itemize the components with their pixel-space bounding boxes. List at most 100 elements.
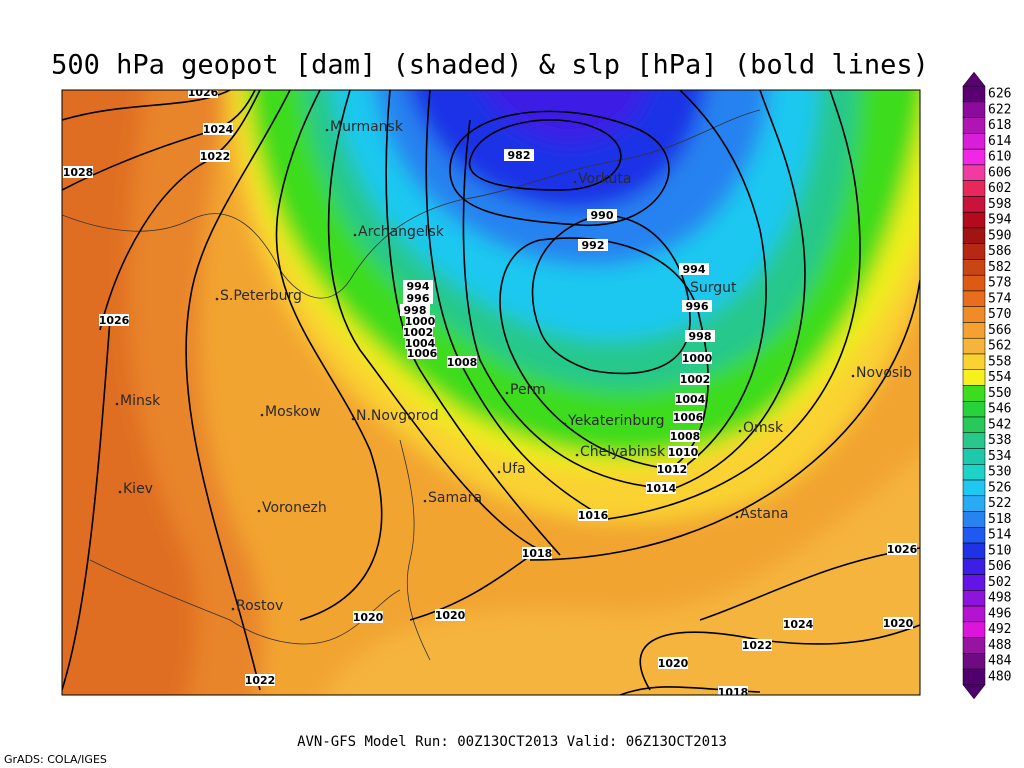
colorbar-label: 550 [988, 386, 1011, 401]
city-marker [353, 233, 357, 237]
colorbar-label: 534 [988, 449, 1012, 464]
city-label: Moskow [265, 404, 321, 420]
city-marker [851, 374, 855, 378]
colorbar-swatch [962, 337, 986, 355]
colorbar-swatch [962, 259, 986, 276]
colorbar-swatch [962, 527, 986, 544]
isobar [185, 90, 291, 691]
colorbar-swatch [962, 464, 986, 481]
city-label: Minsk [120, 393, 161, 409]
shade-562 [326, 454, 920, 695]
colorbar-label: 488 [988, 638, 1011, 653]
isobar-label: 1024 [203, 123, 234, 136]
city-marker [260, 413, 264, 417]
coast-volga [399, 439, 431, 661]
isobar-label-bg [682, 300, 712, 312]
colorbar-swatch [962, 196, 986, 213]
isobar-label: 998 [689, 330, 712, 343]
city-label: Voronezh [262, 500, 327, 516]
isobar [62, 90, 256, 191]
isobar-label-bg [646, 482, 676, 494]
city-label: Surgut [690, 280, 737, 296]
isobar-label-bg [504, 149, 534, 161]
colorbar-swatch [962, 511, 986, 528]
colorbar-swatch [962, 385, 986, 402]
isobar-label-bg [883, 617, 913, 629]
isobar [99, 90, 261, 331]
isobar-label: 998 [404, 304, 427, 317]
isobar [468, 119, 622, 191]
model-run-caption: AVN-GFS Model Run: 00Z13OCT2013 Valid: 0… [297, 734, 727, 750]
colorbar-label: 518 [988, 512, 1011, 527]
colorbar-swatch [962, 353, 986, 370]
colorbar-label: 554 [988, 370, 1012, 385]
colorbar-label: 586 [988, 244, 1011, 259]
isobar-label: 1002 [680, 373, 711, 386]
isobar-label-bg [403, 326, 433, 338]
isobar-label-bg [200, 150, 230, 162]
city-labels: Murmansk Vorkuta Archangelsk Surgut S.Peterb… [115, 119, 912, 614]
colorbar-swatch [962, 605, 986, 623]
isobar-label: 1020 [658, 657, 689, 670]
isobar-label-bg [783, 618, 813, 630]
city-label: Perm [510, 382, 546, 398]
isobar-label: 1012 [657, 463, 688, 476]
isobar-label-bg [522, 547, 552, 559]
colorbar-label: 480 [988, 670, 1011, 685]
isobar-label-bg [670, 430, 700, 442]
isobar [669, 90, 806, 491]
isobar-label-bg [673, 411, 703, 423]
isobar-label: 1008 [670, 430, 701, 443]
colorbar-swatch [962, 448, 986, 465]
map-title: 500 hPa geopot [dam] (shaded) & slp [hPa… [51, 50, 929, 81]
city-marker [115, 402, 119, 406]
isobar-labels: 1026102410221028102698299099299499699810… [63, 86, 918, 695]
colorbar-swatch [962, 416, 986, 434]
isobar-label: 1014 [646, 482, 677, 495]
colorbar-swatch [962, 243, 986, 260]
colorbar-swatch [962, 148, 986, 166]
colorbar-label: 510 [988, 543, 1011, 558]
colorbar-label: 566 [988, 323, 1011, 338]
isobar [449, 110, 670, 226]
isobar-label: 996 [407, 292, 430, 305]
isobar-label: 1026 [887, 543, 918, 556]
isobar-label-bg [679, 263, 709, 275]
isobar-label: 1004 [405, 337, 436, 350]
isobar-label: 1022 [245, 674, 276, 687]
isobar-label-bg [245, 674, 275, 686]
colorbar-label: 590 [988, 228, 1011, 243]
isobar-label: 1020 [435, 609, 466, 622]
colorbar-label: 542 [988, 417, 1011, 432]
colorbar: 6266226186146106066025985945905865825785… [962, 71, 1012, 700]
isobar [529, 279, 920, 561]
colorbar-swatch [962, 542, 986, 560]
geopotential-shading [62, 90, 920, 695]
colorbar-label: 574 [988, 291, 1012, 306]
isobar [599, 90, 861, 521]
isobar-label-bg [435, 609, 465, 621]
isobar-label: 1020 [883, 617, 914, 630]
colorbar-swatch [962, 668, 986, 686]
city-marker [738, 429, 742, 433]
colorbar-swatch [962, 133, 986, 150]
isobar-label-bg [99, 314, 129, 326]
colorbar-swatch [962, 290, 986, 307]
city-marker [735, 515, 739, 519]
city-marker [351, 417, 355, 421]
colorbar-swatch [962, 401, 986, 418]
colorbar-swatch [962, 558, 986, 575]
colorbar-label: 502 [988, 575, 1011, 590]
isobar [327, 90, 542, 621]
isobar-label: 1026 [188, 86, 219, 99]
isobar-label-bg [578, 239, 608, 251]
shade-506 [484, 90, 646, 142]
isobar-label-bg [407, 347, 437, 359]
isobar-label: 1024 [783, 618, 814, 631]
city-marker [118, 490, 122, 494]
isobar-label: 994 [407, 280, 430, 293]
map-frame [61, 89, 921, 696]
colorbar-label: 610 [988, 150, 1011, 165]
isobar-label: 1008 [447, 356, 478, 369]
isobar-label-bg [680, 373, 710, 385]
